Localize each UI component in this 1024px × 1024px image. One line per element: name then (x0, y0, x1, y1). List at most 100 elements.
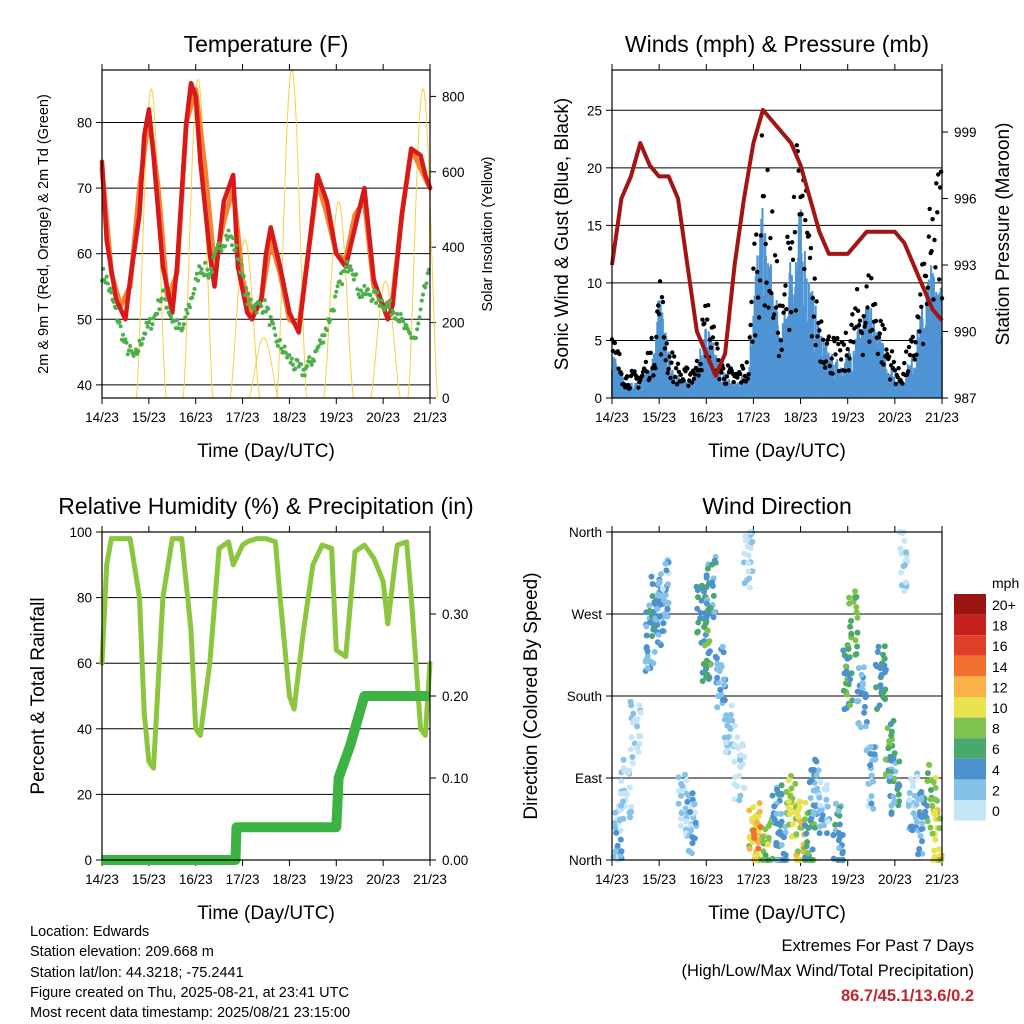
dewpoint-point (268, 315, 273, 319)
direction-point (924, 802, 931, 809)
colorbar-swatch (954, 779, 986, 800)
dewpoint-point (309, 362, 314, 367)
x-tick-label: 18/23 (273, 410, 307, 425)
direction-point (690, 814, 697, 821)
direction-point (675, 787, 682, 794)
gust-point (769, 290, 774, 296)
direction-point (722, 749, 729, 756)
gust-point (706, 303, 711, 308)
x-tick-label: 20/23 (878, 410, 912, 425)
direction-point (702, 620, 709, 627)
gust-point (854, 287, 860, 292)
direction-point (629, 754, 636, 760)
direction-point (731, 722, 738, 729)
dewpoint-point (139, 342, 144, 346)
figure-created: Figure created on Thu, 2025-08-21, at 23… (30, 984, 349, 1001)
direction-point (932, 836, 939, 843)
gust-point (745, 376, 750, 381)
gust-point (711, 324, 716, 329)
dewpoint-point (136, 349, 141, 354)
gust-point (900, 381, 905, 386)
direction-point (853, 604, 860, 610)
direction-point (902, 579, 909, 586)
direction-point (764, 841, 771, 848)
direction-point (840, 647, 847, 654)
direction-point (897, 546, 904, 553)
gust-point (847, 356, 852, 361)
dewpoint-point (241, 274, 246, 279)
dewpoint-point (307, 355, 312, 360)
gust-point (821, 337, 826, 342)
gust-point (660, 299, 666, 305)
gust-point (887, 354, 892, 359)
gust-point (669, 360, 674, 365)
x-tick-label: 20/23 (878, 872, 912, 887)
direction-point (652, 599, 659, 606)
dewpoint-point (252, 306, 257, 311)
direction-point (685, 847, 692, 854)
y-tick-label: 50 (77, 312, 92, 327)
direction-point (644, 665, 651, 672)
direction-point (845, 646, 852, 653)
direction-point (868, 793, 875, 800)
gust-point (891, 359, 897, 365)
gust-point (842, 368, 848, 373)
gust-point (838, 348, 843, 353)
dewpoint-point (305, 364, 309, 368)
direction-point (629, 760, 636, 767)
gust-point (725, 363, 731, 368)
x-tick-label: 16/23 (689, 410, 723, 425)
gust-point (670, 350, 675, 355)
gust-point (662, 346, 667, 351)
x-tick-label: 18/23 (273, 872, 307, 887)
direction-point (636, 702, 643, 709)
y-tick-label: 100 (69, 525, 92, 540)
direction-point (719, 643, 726, 650)
gust-point (919, 304, 924, 309)
y2-tick-label: 999 (954, 125, 977, 140)
direction-point (862, 694, 869, 701)
dewpoint-point (368, 293, 373, 298)
gust-point (884, 347, 889, 352)
direction-point (662, 560, 669, 567)
direction-point (612, 848, 619, 855)
y2-tick-label: 987 (954, 391, 977, 406)
y-tick-label: 40 (77, 378, 92, 393)
colorbar-swatch (954, 758, 986, 780)
direction-point (627, 814, 634, 821)
gust-point (892, 368, 898, 373)
gust-point (755, 295, 761, 300)
gust-point (778, 338, 783, 343)
direction-point (858, 671, 865, 678)
dewpoint-point (278, 338, 283, 342)
gust-point (902, 360, 907, 366)
gust-point (869, 276, 874, 281)
direction-point (800, 848, 807, 855)
dewpoint-point (421, 292, 425, 297)
y-tick-label: West (571, 607, 602, 622)
direction-point (932, 812, 939, 819)
gust-point (926, 234, 931, 239)
direction-point (704, 565, 711, 572)
direction-point (853, 609, 860, 616)
dewpoint-point (208, 266, 213, 271)
y-axis-label: Direction (Colored By Speed) (521, 572, 542, 819)
x-tick-label: 17/23 (737, 872, 771, 887)
direction-point (926, 762, 933, 768)
gust-point (863, 320, 868, 326)
direction-point (718, 662, 725, 668)
direction-point (627, 698, 634, 705)
dewpoint-point (374, 301, 379, 305)
gust-point (756, 315, 762, 320)
colorbar-label: 0 (992, 803, 1000, 819)
direction-point (725, 734, 732, 741)
panel-humidity: Relative Humidity (%) & Precipitation (i… (28, 493, 474, 924)
gust-point (715, 346, 720, 351)
direction-point (740, 742, 747, 749)
gust-point (656, 303, 661, 308)
direction-point (707, 605, 714, 611)
dewpoint-point (141, 336, 145, 341)
gust-point (893, 381, 898, 387)
direction-point (778, 791, 785, 798)
gust-point (699, 368, 704, 373)
